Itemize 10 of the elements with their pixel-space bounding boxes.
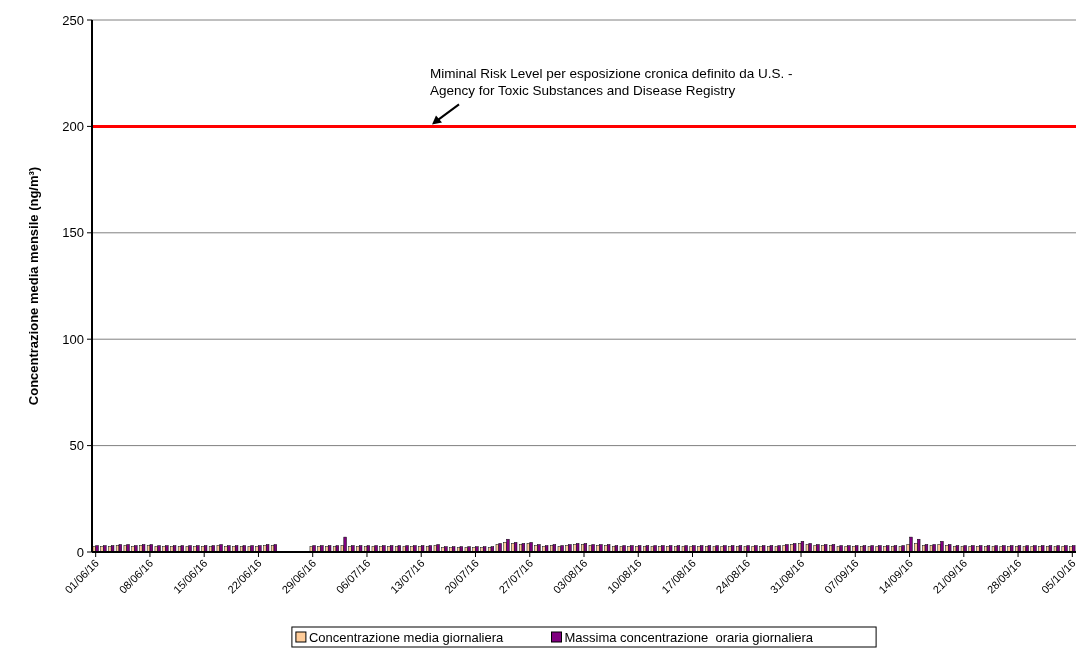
y-tick-label: 0	[76, 544, 84, 560]
y-tick-label: 50	[69, 438, 84, 454]
y-tick-label: 100	[62, 331, 84, 347]
y-tick-label: 250	[62, 12, 84, 28]
y-axis-title: Concentrazione media mensile (ng/m³)	[26, 166, 41, 406]
ref-line-label: Miminal Risk Level per esposizione cronica definito da U.S. - Agency for Toxic Substances and Disease Registry	[430, 66, 793, 99]
legend-label: Concentrazione media giornaliera	[308, 629, 505, 645]
legend-label: Massima concentrazione oraria giornaliera	[564, 629, 814, 645]
y-tick-label: 150	[62, 225, 84, 241]
y-tick-label: 200	[62, 118, 84, 134]
